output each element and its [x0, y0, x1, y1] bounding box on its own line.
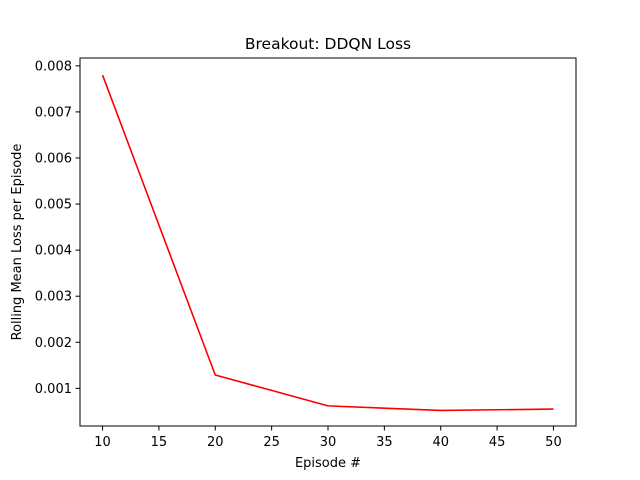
x-tick-label: 20: [207, 435, 224, 450]
y-tick-label: 0.006: [35, 151, 72, 166]
y-axis-label: Rolling Mean Loss per Episode: [10, 144, 25, 341]
x-tick-label: 50: [545, 435, 562, 450]
x-tick-label: 25: [263, 435, 280, 450]
series-layer: [101, 74, 554, 412]
x-tick-label: 30: [320, 435, 337, 450]
x-tick-label: 15: [151, 435, 168, 450]
y-tick-label: 0.005: [35, 198, 72, 213]
x-tick-label: 10: [94, 435, 111, 450]
x-axis: 10 15 20 25 30 35 40 45 50: [94, 426, 562, 450]
y-axis: 0.001 0.002 0.003 0.004 0.005 0.006 0.007 0.008: [35, 59, 80, 397]
y-tick-label: 0.002: [35, 336, 72, 351]
y-tick-label: 0.008: [35, 59, 72, 74]
x-tick-label: 40: [432, 435, 449, 450]
chart-title: Breakout: DDQN Loss: [245, 35, 411, 53]
y-tick-label: 0.004: [35, 244, 72, 259]
x-tick-label: 35: [376, 435, 393, 450]
y-tick-label: 0.001: [35, 382, 72, 397]
series-line: [101, 74, 554, 412]
y-tick-label: 0.003: [35, 290, 72, 305]
y-tick-label: 0.007: [35, 105, 72, 120]
x-tick-label: 45: [489, 435, 506, 450]
x-axis-label: Episode #: [295, 456, 361, 471]
